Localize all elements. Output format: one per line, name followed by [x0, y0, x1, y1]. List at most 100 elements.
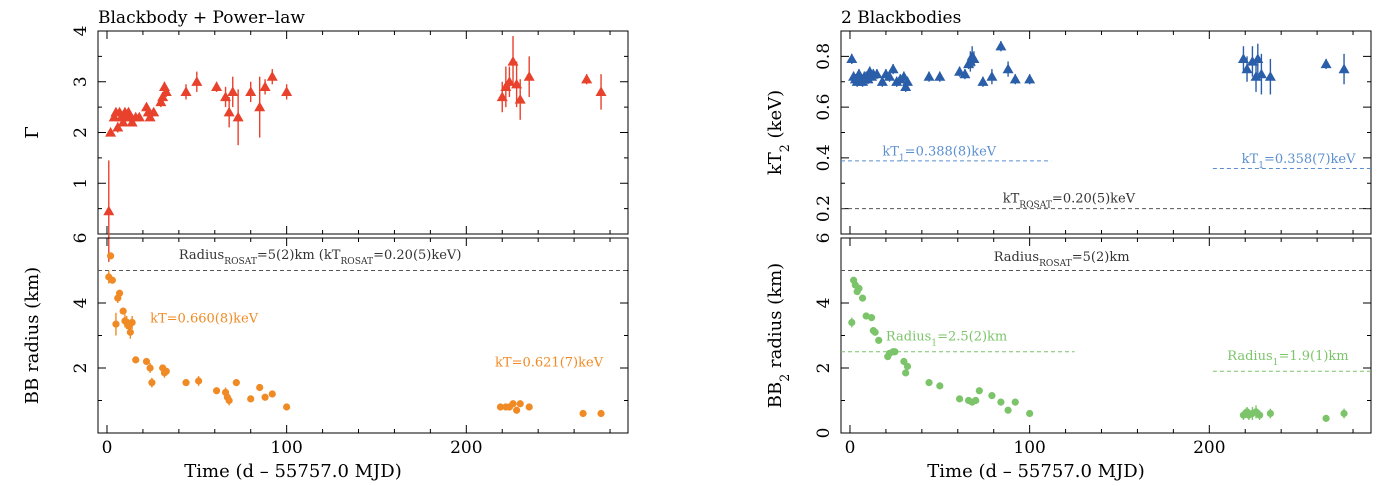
chart2-point-17	[887, 63, 899, 74]
chart0-point-34	[281, 86, 293, 97]
chart1-point-11	[128, 318, 136, 327]
chart1-rosat-label: RadiusROSAT=5(2)km (kTROSAT=0.20(5)keV)	[179, 248, 462, 267]
chart3-ytick-label-2: 2	[814, 363, 834, 374]
chart1-point-2	[108, 276, 116, 284]
chart0-point-29	[232, 111, 244, 122]
chart0-point-35	[496, 91, 508, 102]
chart2-point-42	[1255, 68, 1267, 79]
chart2-point-26	[959, 68, 971, 79]
chart3-xtick-label-200: 200	[1193, 438, 1225, 458]
chart1-point-3	[112, 320, 120, 328]
chart3-point-14	[891, 348, 899, 356]
chart2-point-21	[900, 81, 912, 91]
chart0-point-33	[266, 71, 278, 81]
chart0-ytick-label-4: 4	[71, 26, 91, 37]
chart0-point-36	[500, 81, 512, 91]
chart1-point-14	[146, 364, 154, 372]
chart3-radius1-late-label: Radius1=1.9(1)km	[1227, 349, 1348, 368]
chart0-point-4	[112, 121, 124, 132]
chart0-point-38	[507, 55, 519, 66]
chart1-kt1-label: kT=0.660(8)keV	[150, 312, 259, 327]
chart1-point-19	[182, 379, 190, 387]
chart1-point-29	[268, 390, 276, 398]
chart1-point-12	[132, 356, 140, 364]
chart3-point-24	[975, 387, 983, 395]
chart3-point-26	[997, 398, 1005, 406]
chart1-point-35	[513, 406, 521, 414]
chart1-point-27	[256, 383, 264, 392]
chart0-point-0	[103, 205, 115, 216]
chart1-point-30	[283, 403, 291, 411]
chart2-kt1-late-label: kT1=0.358(7)keV	[1242, 152, 1356, 171]
chart0-point-25	[211, 81, 223, 91]
chart2-title: 2 Blackbodies	[841, 8, 961, 28]
chart2-point-16	[884, 71, 896, 81]
chart3-point-38	[1340, 409, 1348, 418]
panel-bb-radius: 0 100 200 2 4 6 BB radius (km) Time (d – 55757.…	[22, 233, 629, 482]
chart1-xtick-label-200: 200	[450, 438, 482, 458]
chart3-point-27	[1004, 406, 1012, 414]
chart0-point-40	[514, 94, 526, 104]
chart0-ytick-label-3: 3	[71, 76, 91, 87]
chart1-point-1	[106, 252, 115, 260]
chart3-point-0	[848, 318, 856, 327]
chart2-point-0	[846, 53, 858, 64]
chart1-point-38	[579, 409, 587, 418]
chart0-point-18	[148, 106, 160, 117]
chart2-kt1-early-label: kT1=0.388(8)keV	[882, 144, 996, 163]
chart2-point-37	[1237, 53, 1249, 64]
chart3-point-23	[972, 396, 980, 405]
chart3-point-37	[1322, 414, 1330, 422]
chart3-ylabel: BB2 radius (km)	[765, 263, 792, 408]
chart1-point-15	[148, 379, 156, 387]
chart3-xtick-label-0: 0	[845, 438, 856, 458]
chart1-point-25	[232, 379, 240, 387]
chart0-frame	[97, 30, 629, 235]
chart0-point-30	[245, 86, 257, 97]
chart0-point-22	[160, 86, 172, 97]
chart2-point-13	[871, 68, 883, 79]
chart1-point-6	[119, 307, 127, 315]
chart1-xlabel: Time (d – 55757.0 MJD)	[184, 461, 401, 482]
chart2-point-41	[1252, 53, 1264, 64]
chart2-point-33	[995, 40, 1007, 51]
chart3-point-5	[858, 294, 867, 302]
chart0-point-31	[254, 101, 266, 112]
chart2-kt-rosat-label: kTROSAT=0.20(5)keV	[1003, 191, 1136, 210]
chart2-point-32	[986, 71, 998, 81]
chart1-point-24	[225, 396, 233, 405]
chart2-ytick-label-0.6: 0.6	[814, 94, 834, 121]
chart1-kt2-label: kT=0.621(7)keV	[495, 355, 604, 370]
chart0-point-12	[126, 116, 138, 127]
chart0-point-15	[141, 101, 153, 112]
chart3-xtick-label-100: 100	[1013, 438, 1045, 458]
chart1-point-18	[162, 367, 170, 375]
chart1-ytick-label-6: 6	[71, 233, 91, 244]
chart3-point-16	[902, 369, 910, 377]
chart3-point-20	[955, 395, 964, 403]
chart2-point-31	[977, 76, 989, 86]
chart0-point-14	[133, 111, 145, 122]
chart2-ytick-label-0.2: 0.2	[814, 195, 834, 222]
chart0-point-43	[595, 86, 607, 97]
chart0-point-7	[117, 116, 129, 127]
chart1-point-26	[247, 395, 255, 403]
chart0-point-23	[180, 86, 192, 97]
chart0-ytick-label-1: 1	[71, 178, 91, 189]
chart0-point-37	[503, 76, 515, 86]
chart2-point-30	[968, 53, 980, 64]
chart3-ytick-label-4: 4	[814, 298, 834, 309]
chart1-point-36	[516, 400, 524, 408]
chart3-ytick-label-0: 0	[814, 428, 834, 439]
chart0-point-26	[220, 91, 232, 102]
chart1-point-21	[212, 387, 221, 395]
chart2-point-36	[1024, 73, 1036, 84]
chart3-point-9	[871, 328, 879, 336]
chart1-point-39	[597, 409, 605, 418]
chart2-ytick-label-0.4: 0.4	[814, 144, 834, 171]
chart1-point-13	[142, 357, 151, 366]
chart0-point-20	[157, 91, 169, 102]
chart3-xlabel: Time (d – 55757.0 MJD)	[927, 461, 1144, 482]
chart3-point-35	[1256, 411, 1264, 419]
